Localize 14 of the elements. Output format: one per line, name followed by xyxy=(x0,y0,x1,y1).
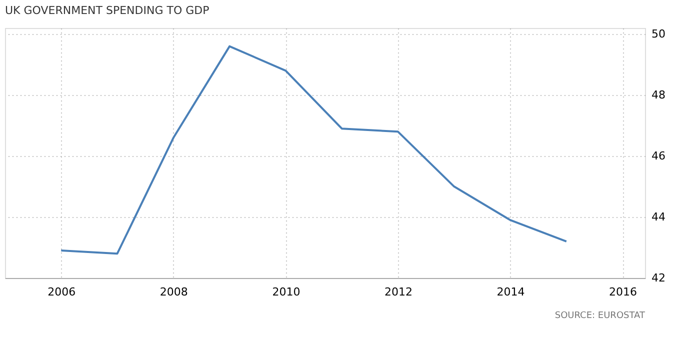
x-tick-label: 2006 xyxy=(48,286,76,298)
x-tick-label: 2008 xyxy=(160,286,188,298)
y-tick-label: 44 xyxy=(652,210,666,224)
chart-title: UK GOVERNMENT SPENDING TO GDP xyxy=(5,4,210,17)
x-tick-label: 2016 xyxy=(609,286,638,298)
y-tick-label: 48 xyxy=(652,88,666,102)
x-tick-label: 2012 xyxy=(384,286,412,298)
x-tick-label: 2010 xyxy=(272,286,300,298)
line-series xyxy=(60,45,568,255)
y-tick-label: 42 xyxy=(652,272,666,284)
y-tick-label: 46 xyxy=(652,150,666,163)
y-tick-label: 50 xyxy=(652,28,666,41)
x-tick-label: 2014 xyxy=(496,286,525,298)
source-note: SOURCE: EUROSTAT xyxy=(554,311,646,321)
